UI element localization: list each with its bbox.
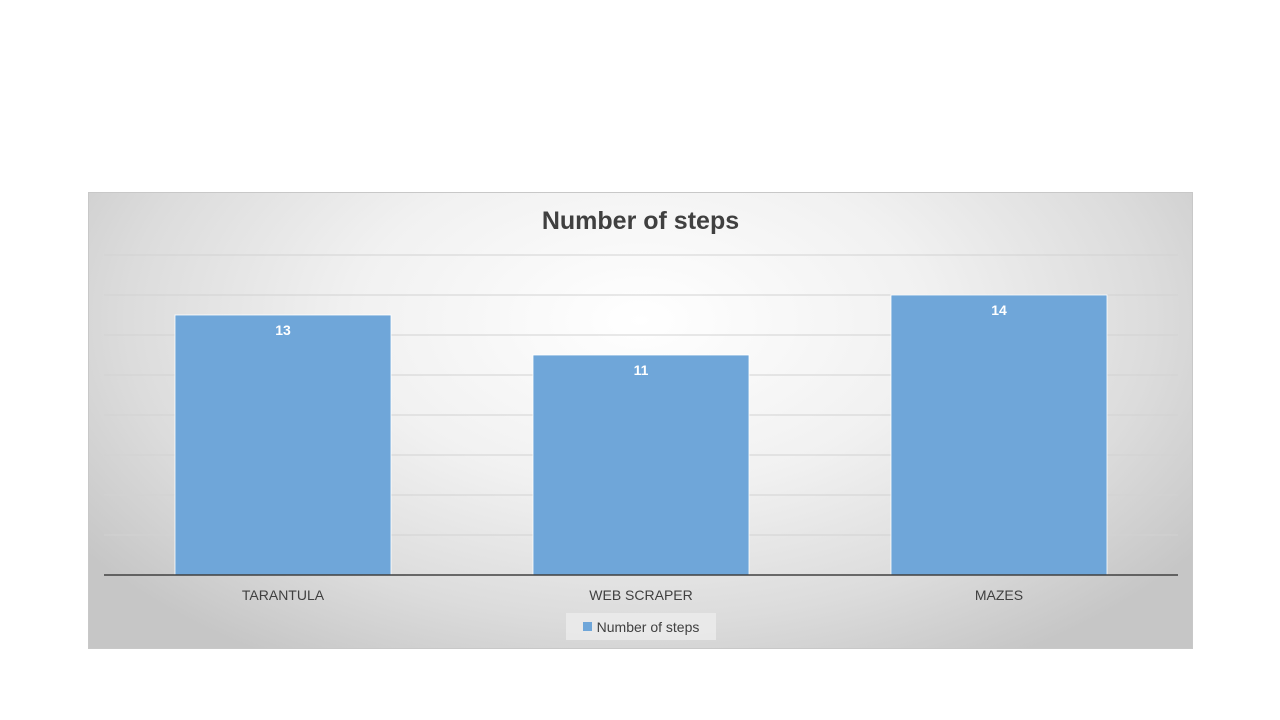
data-label: 13 — [275, 322, 291, 338]
chart-area: Number of steps 13 11 14 TARANTULA WEB SCRA… — [88, 192, 1193, 649]
data-label: 11 — [634, 362, 649, 378]
legend-swatch-icon — [582, 622, 592, 631]
x-tick-label: WEB SCRAPER — [589, 587, 692, 603]
legend: Number of steps — [566, 613, 716, 640]
data-label: 14 — [991, 302, 1007, 318]
x-tick-label: TARANTULA — [242, 587, 325, 603]
chart-title: Number of steps — [541, 207, 740, 235]
bar-chart-plot: 13 11 14 TARANTULA WEB SCRAPER MAZES — [104, 254, 1178, 603]
bar-mazes — [890, 294, 1108, 576]
bar-web-scraper — [532, 354, 750, 576]
x-tick-label: MAZES — [975, 587, 1023, 603]
x-axis: TARANTULA WEB SCRAPER MAZES — [104, 574, 1178, 603]
data-labels: 13 11 14 — [275, 302, 1007, 378]
bar-tarantula — [174, 314, 392, 576]
bars — [174, 294, 1108, 576]
legend-label: Number of steps — [596, 618, 700, 635]
